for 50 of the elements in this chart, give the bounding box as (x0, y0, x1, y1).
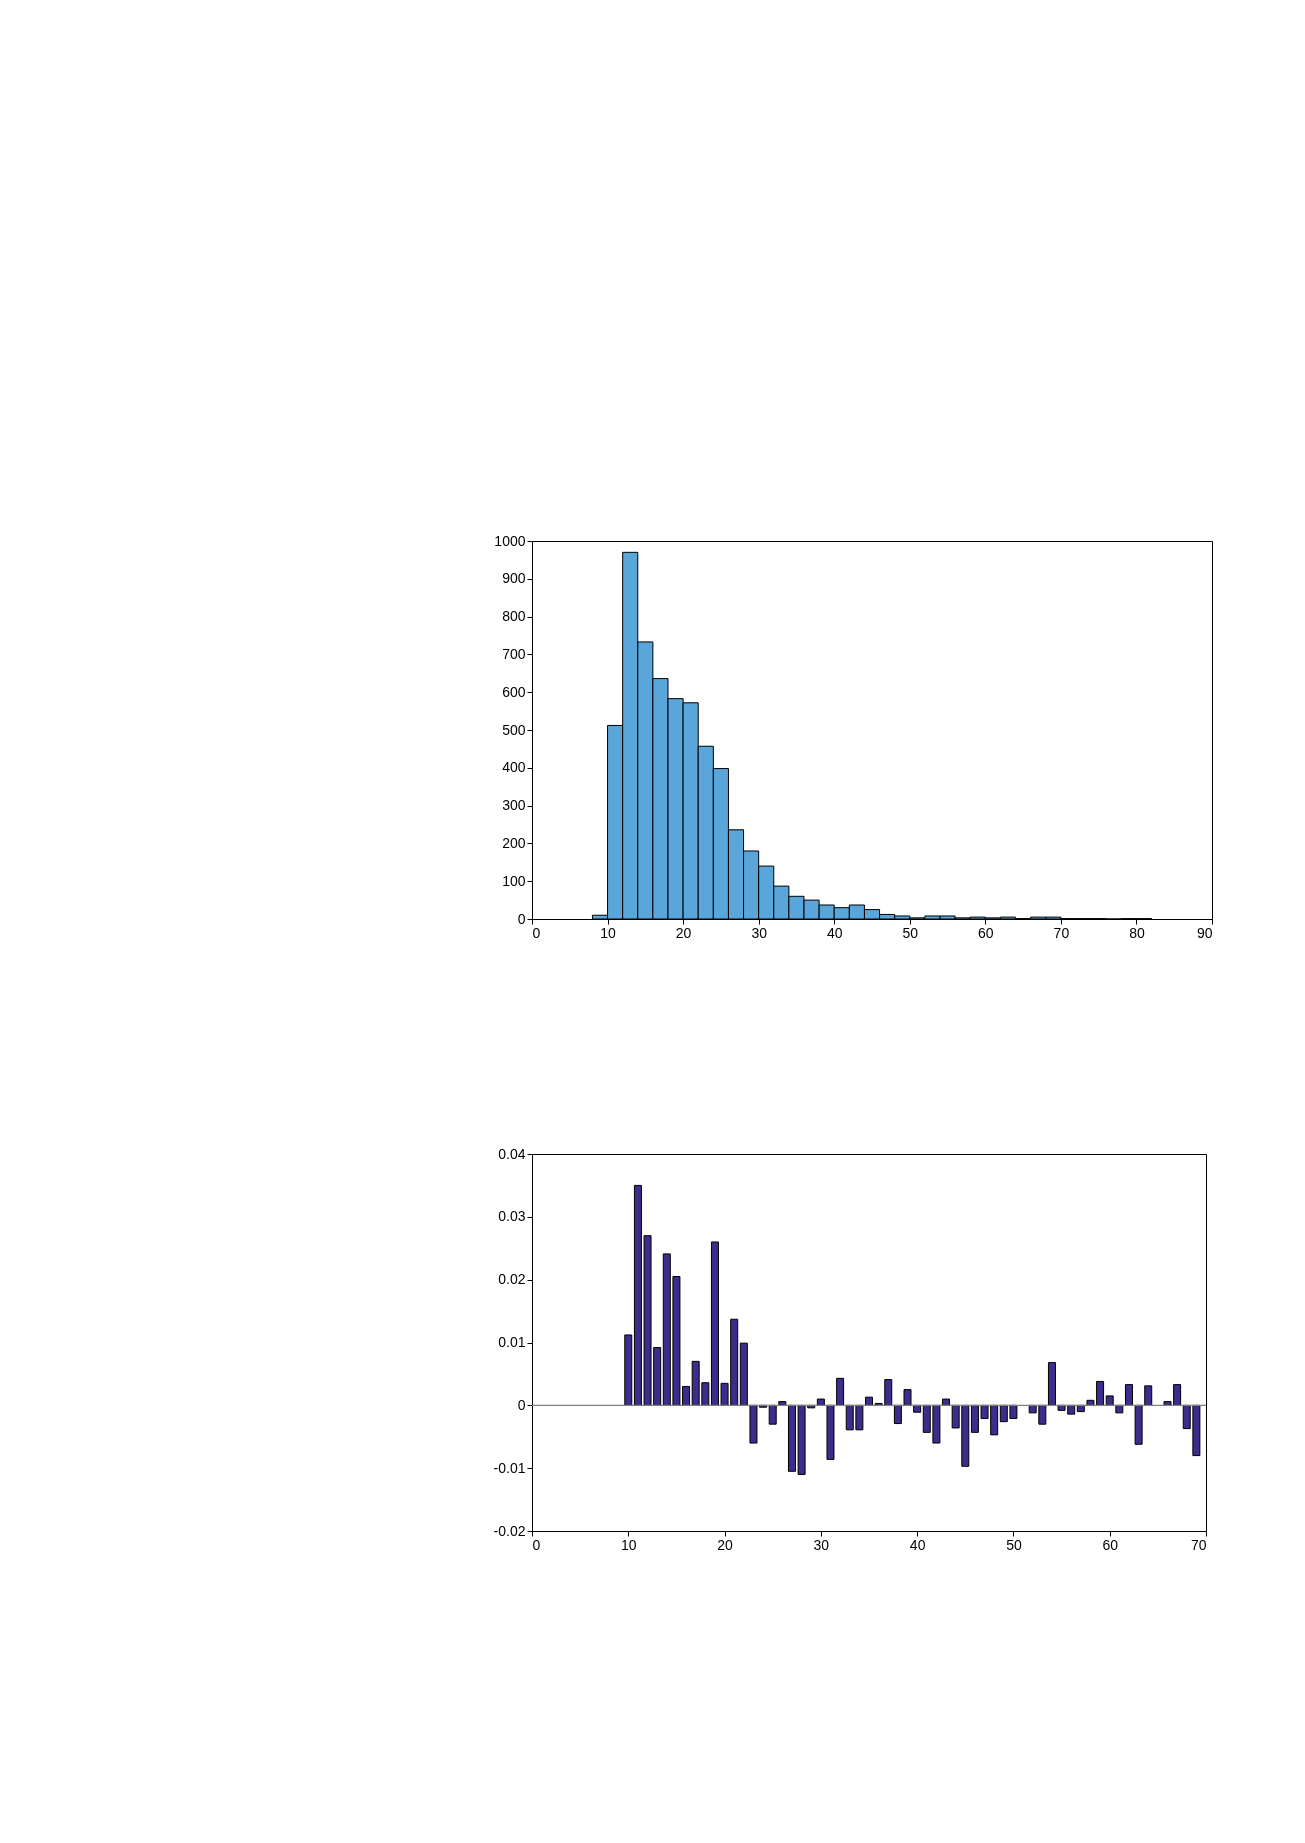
bar (1047, 1362, 1056, 1406)
x-tick-label: 0 (532, 924, 541, 941)
x-tick-label: 30 (751, 924, 768, 941)
x-tick-label: 70 (1190, 1536, 1207, 1553)
y-tick-label: 700 (502, 645, 526, 662)
y-tick-label: 900 (502, 570, 526, 587)
y-tick-label: 600 (502, 683, 526, 700)
bar (739, 1342, 748, 1406)
bar (893, 1404, 902, 1425)
x-tick-label: 80 (1129, 924, 1145, 941)
bar (836, 1377, 845, 1406)
x-tick-label: 50 (902, 924, 919, 941)
y-tick-label: 100 (502, 872, 526, 889)
y-tick-label: -0.02 (493, 1522, 526, 1539)
y-tick-label: 0 (517, 910, 526, 927)
x-tick-label: 60 (1102, 1536, 1119, 1553)
y-tick-label: 0.04 (498, 1145, 526, 1162)
bar (942, 1398, 951, 1406)
y-tick-label: 0.01 (498, 1334, 526, 1350)
bar (624, 1334, 633, 1406)
x-tick-label: 0 (532, 1536, 541, 1553)
x-tick-label: 60 (978, 924, 994, 941)
bar (1144, 1385, 1153, 1406)
y-tick-label: 800 (502, 608, 526, 625)
x-tick-label: 40 (909, 1536, 926, 1553)
x-tick-label: 70 (1053, 924, 1070, 941)
y-tick-label: 1000 (494, 532, 526, 549)
bar (1134, 1404, 1143, 1445)
x-tick-label: 40 (826, 924, 843, 941)
x-tick-label: 20 (675, 924, 692, 941)
bar (1105, 1395, 1114, 1406)
x-tick-label: 90 (1196, 924, 1213, 941)
y-tick-label: 400 (502, 759, 526, 776)
bar (816, 1398, 825, 1406)
bar (826, 1404, 835, 1460)
x-tick-label: 10 (600, 924, 617, 941)
y-tick-label: -0.01 (493, 1459, 526, 1476)
x-tick-label: 50 (1006, 1536, 1022, 1553)
bar (903, 1389, 912, 1406)
x-tick-label: 10 (621, 1536, 637, 1553)
y-tick-label: 0 (517, 1396, 526, 1413)
bar (1124, 1384, 1133, 1406)
bar (768, 1404, 777, 1425)
y-tick-label: 500 (502, 721, 526, 738)
y-tick-label: 0.03 (498, 1208, 526, 1225)
y-tick-label: 300 (502, 797, 526, 814)
y-tick-label: 200 (502, 834, 526, 851)
x-tick-label: 20 (717, 1536, 734, 1553)
x-tick-label: 30 (813, 1536, 830, 1553)
y-tick-label: 0.02 (498, 1271, 526, 1288)
